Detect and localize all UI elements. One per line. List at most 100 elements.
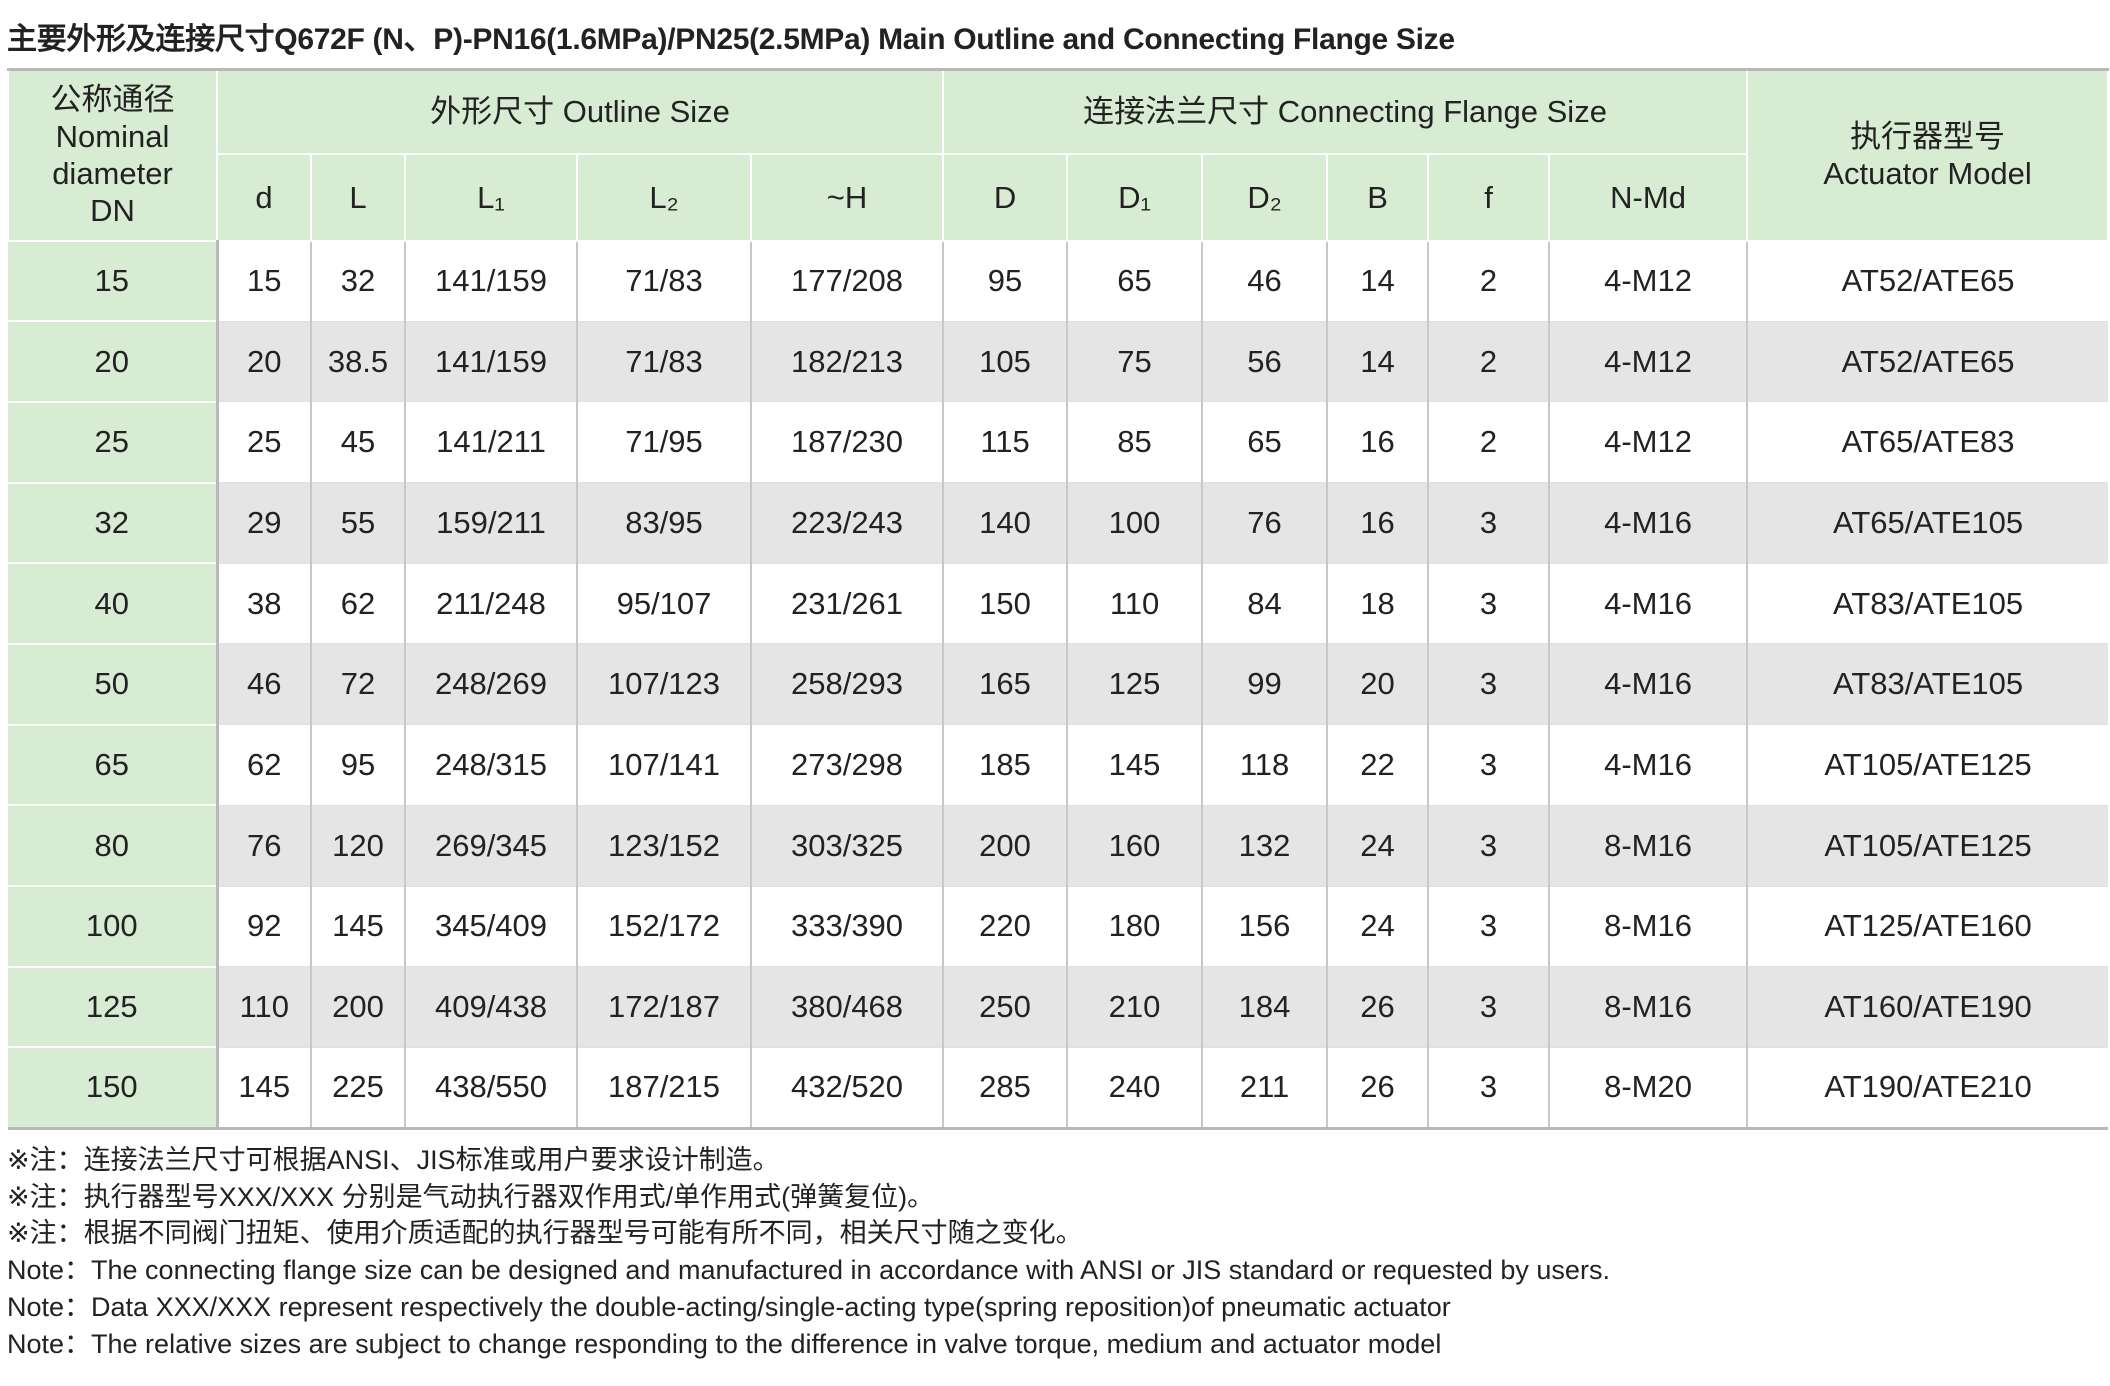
table-cell: 172/187 bbox=[576, 966, 751, 1048]
table-cell: 223/243 bbox=[749, 482, 944, 564]
table-cell: 20 bbox=[216, 321, 311, 403]
table-cell: 165 bbox=[942, 643, 1068, 726]
table-cell: 62 bbox=[310, 563, 405, 645]
data-row: 50 46 72 248/269 107/123 258/293 165 125 99 20 3 4-… bbox=[8, 643, 2109, 726]
table-cell: 220 bbox=[942, 886, 1068, 968]
table-cell: AT83/ATE105 bbox=[1746, 643, 2109, 726]
table-cell: 22 bbox=[1326, 724, 1429, 806]
table-cell: 185 bbox=[942, 724, 1068, 806]
table-cell: 107/141 bbox=[576, 724, 751, 806]
table-cell: 95/107 bbox=[576, 563, 751, 645]
table-cell: 150 bbox=[942, 563, 1068, 645]
table-cell: 200 bbox=[310, 966, 405, 1048]
table-cell: 4-M16 bbox=[1548, 482, 1748, 564]
data-row: 100 92 145 345/409 152/172 333/390 220 180 156 24… bbox=[8, 886, 2109, 968]
table-cell: 345/409 bbox=[404, 886, 577, 968]
dn-cell: 25 bbox=[8, 401, 219, 484]
table-cell: 303/325 bbox=[749, 805, 944, 887]
column-header: L₁ bbox=[404, 152, 578, 242]
table-cell: 432/520 bbox=[749, 1047, 944, 1129]
table-cell: AT65/ATE83 bbox=[1746, 401, 2109, 484]
table-cell: 180 bbox=[1066, 886, 1203, 968]
dn-cell: 15 bbox=[8, 240, 219, 323]
table-cell: 72 bbox=[310, 643, 405, 726]
table-cell: 269/345 bbox=[404, 805, 577, 887]
dn-cell: 50 bbox=[8, 643, 219, 726]
table-cell: 65 bbox=[1201, 401, 1328, 484]
table-cell: 3 bbox=[1427, 966, 1550, 1048]
table-cell: 65 bbox=[1066, 240, 1203, 322]
table-cell: 141/159 bbox=[404, 321, 577, 403]
data-row: 20 20 38.5 141/159 71/83 182/213 105 75 56 14 2 4-M… bbox=[8, 321, 2109, 403]
table-cell: 211/248 bbox=[404, 563, 577, 645]
column-header: D bbox=[942, 152, 1069, 242]
table-cell: 184 bbox=[1201, 966, 1328, 1048]
table-cell: 123/152 bbox=[576, 805, 751, 887]
table-cell: 409/438 bbox=[404, 966, 577, 1048]
table-cell: AT190/ATE210 bbox=[1746, 1047, 2109, 1129]
table-cell: 76 bbox=[216, 805, 311, 887]
table-cell: 141/211 bbox=[404, 401, 577, 484]
table-cell: 438/550 bbox=[404, 1047, 577, 1129]
dn-cell: 32 bbox=[8, 482, 219, 565]
table-cell: 4-M16 bbox=[1548, 563, 1748, 645]
table-cell: AT125/ATE160 bbox=[1746, 886, 2109, 968]
table-cell: 24 bbox=[1326, 886, 1429, 968]
table-cell: 2 bbox=[1427, 321, 1550, 403]
table-cell: 152/172 bbox=[576, 886, 751, 968]
table-cell: 32 bbox=[310, 240, 405, 322]
flange-header: 连接法兰尺寸 Connecting Flange Size bbox=[942, 68, 1749, 155]
table-cell: 225 bbox=[310, 1047, 405, 1129]
table-cell: 14 bbox=[1326, 321, 1429, 403]
table-cell: 156 bbox=[1201, 886, 1328, 968]
dn-cell: 20 bbox=[8, 321, 219, 403]
table-cell: 76 bbox=[1201, 482, 1328, 564]
data-row: 80 76 120 269/345 123/152 303/325 200 160 132 24 3… bbox=[8, 805, 2109, 887]
table-cell: 115 bbox=[942, 401, 1068, 484]
table-cell: 182/213 bbox=[749, 321, 944, 403]
data-row: 32 29 55 159/211 83/95 223/243 140 100 76 16 3 4-M1… bbox=[8, 482, 2109, 565]
table-cell: 38 bbox=[216, 563, 311, 645]
table-cell: 211 bbox=[1201, 1047, 1328, 1129]
spec-table: 公称通径 Nominal diameter DN 外形尺寸 Outline Size … bbox=[7, 68, 2110, 1130]
table-cell: 250 bbox=[942, 966, 1068, 1048]
note-line: ※注：执行器型号XXX/XXX 分别是气动执行器双作用式/单作用式(弹簧复位)。 bbox=[7, 1181, 935, 1212]
table-cell: 240 bbox=[1066, 1047, 1203, 1129]
table-cell: 4-M16 bbox=[1548, 643, 1748, 726]
dn-cell: 150 bbox=[8, 1047, 219, 1130]
dn-header-line: Nominal bbox=[55, 119, 170, 155]
note-line: ※注：根据不同阀门扭矩、使用介质适配的执行器型号可能有所不同，相关尺寸随之变化。 bbox=[7, 1218, 1083, 1249]
table-cell: 46 bbox=[1201, 240, 1328, 322]
note-line: Note：The relative sizes are subject to c… bbox=[7, 1328, 1442, 1359]
dn-cell: 40 bbox=[8, 563, 219, 645]
table-cell: 4-M12 bbox=[1548, 401, 1748, 484]
table-cell: 187/215 bbox=[576, 1047, 751, 1129]
column-header: L bbox=[310, 152, 406, 242]
data-row: 15 15 32 141/159 71/83 177/208 95 65 46 14 2 4-M12 A… bbox=[8, 240, 2109, 323]
table-cell: 285 bbox=[942, 1047, 1068, 1129]
table-cell: 248/269 bbox=[404, 643, 577, 726]
dn-header-line: 公称通径 bbox=[50, 82, 175, 118]
table-cell: 200 bbox=[942, 805, 1068, 887]
table-cell: 140 bbox=[942, 482, 1068, 564]
actuator-header-line: 执行器型号 bbox=[1850, 119, 2006, 155]
table-cell: 71/95 bbox=[576, 401, 751, 484]
table-cell: 45 bbox=[310, 401, 405, 484]
table-cell: 4-M12 bbox=[1548, 240, 1748, 322]
table-cell: AT83/ATE105 bbox=[1746, 563, 2109, 645]
data-row: 65 62 95 248/315 107/141 273/298 185 145 118 22 3 4… bbox=[8, 724, 2109, 807]
table-cell: 177/208 bbox=[749, 240, 944, 322]
table-cell: 71/83 bbox=[576, 240, 751, 322]
table-cell: 107/123 bbox=[576, 643, 751, 726]
table-cell: 333/390 bbox=[749, 886, 944, 968]
table-cell: 14 bbox=[1326, 240, 1429, 322]
table-cell: 110 bbox=[216, 966, 311, 1048]
table-cell: 187/230 bbox=[749, 401, 944, 484]
outline-header: 外形尺寸 Outline Size bbox=[215, 68, 945, 155]
table-cell: 120 bbox=[310, 805, 405, 887]
table-cell: 2 bbox=[1427, 401, 1550, 484]
table-cell: 125 bbox=[1066, 643, 1203, 726]
dn-header-line: diameter bbox=[52, 156, 173, 192]
